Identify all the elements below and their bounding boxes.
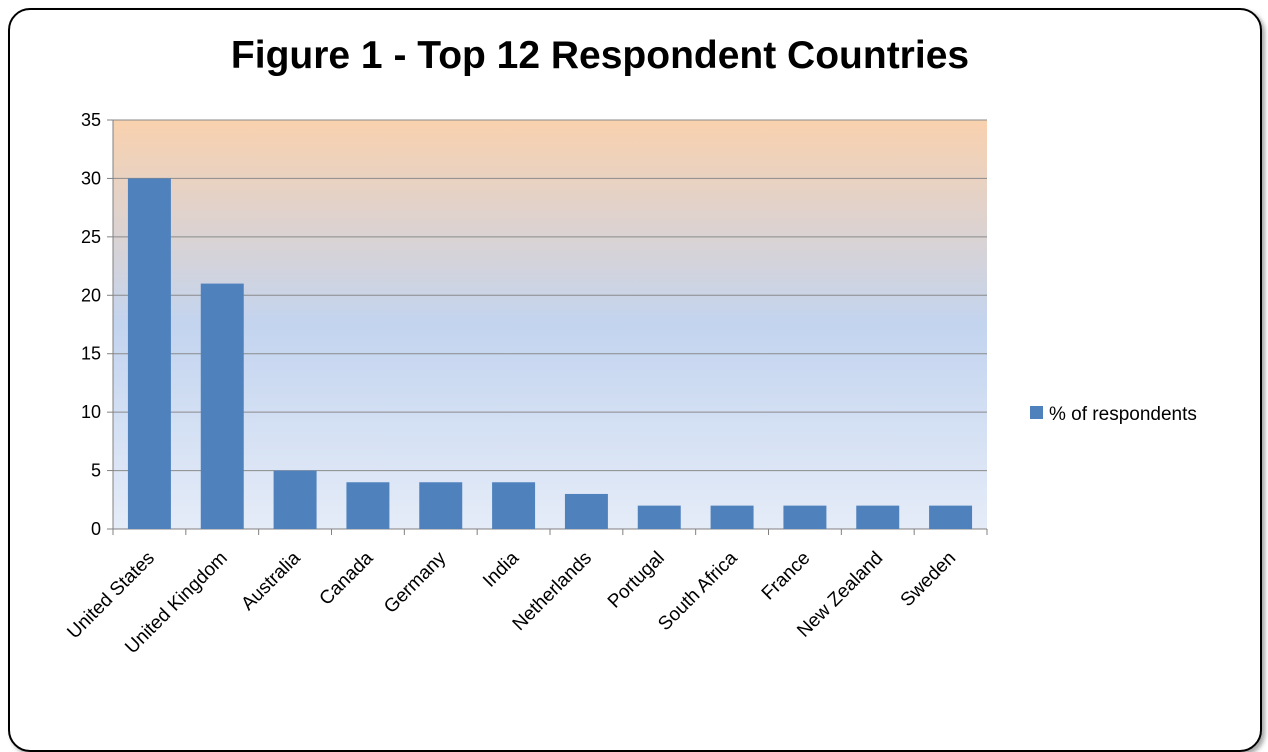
bar (856, 505, 900, 529)
bar (564, 493, 608, 529)
category-label: France (758, 548, 815, 605)
y-tick-label: 5 (91, 461, 101, 481)
y-tick-label: 15 (81, 344, 101, 364)
category-label: Sweden (897, 548, 960, 611)
category-label: South Africa (654, 547, 742, 635)
bar (273, 470, 317, 529)
category-label: India (479, 547, 523, 591)
chart-title: Figure 1 - Top 12 Respondent Countries (230, 34, 970, 77)
bars (127, 178, 973, 529)
bar (346, 482, 390, 529)
axes: 0 5 10 15 20 25 30 35 (81, 110, 988, 539)
y-tick-label: 25 (81, 227, 101, 247)
bar (637, 505, 681, 529)
y-tick-label: 20 (81, 285, 101, 305)
plot-area (113, 120, 987, 529)
bar (419, 482, 463, 529)
bar (929, 505, 973, 529)
legend-swatch (1030, 406, 1043, 419)
y-tick-label: 35 (81, 110, 101, 130)
category-label: Australia (237, 547, 304, 614)
category-label: Canada (316, 547, 378, 609)
y-tick-label: 10 (81, 402, 101, 422)
bar (710, 505, 754, 529)
bar (783, 505, 827, 529)
legend: % of respondents (1030, 404, 1197, 425)
bar (127, 178, 171, 529)
category-label: Portugal (604, 548, 669, 613)
gridlines (113, 119, 987, 472)
category-label: Netherlands (509, 548, 596, 635)
y-tick-label: 0 (91, 519, 101, 539)
category-label: Germany (380, 547, 450, 617)
y-tick-label: 30 (81, 168, 101, 188)
legend-label: % of respondents (1049, 404, 1197, 425)
bar (200, 283, 244, 529)
bar (492, 482, 536, 529)
